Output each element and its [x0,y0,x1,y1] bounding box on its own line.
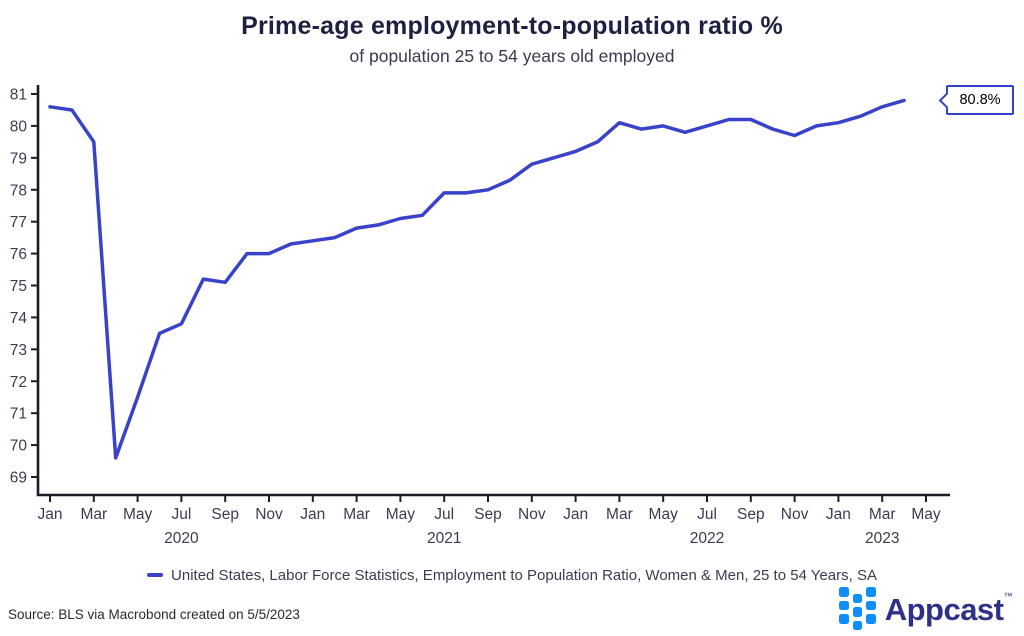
y-tick-label: 78 [10,182,27,199]
x-tick-label: Sep [737,506,765,523]
legend: United States, Labor Force Statistics, E… [0,564,1024,586]
y-tick-label: 79 [10,150,27,167]
trademark-symbol: ™ [1003,591,1013,601]
logo-square [866,600,876,610]
logo-square [839,614,849,624]
appcast-squares-icon [839,587,876,633]
x-tick-label: May [386,506,416,523]
appcast-wordmark: Appcast™ [884,587,1013,633]
y-tick-label: 72 [10,374,27,391]
series-line-marker-icon [147,573,164,577]
last-value-callout: 80.8% [938,85,1014,115]
x-tick-label: Sep [211,506,239,523]
source-note: Source: BLS via Macrobond created on 5/5… [8,607,300,622]
x-year-label: 2023 [865,530,899,547]
x-tick-label: Nov [518,506,546,523]
y-tick-label: 69 [10,470,27,487]
logo-square [839,587,849,597]
y-tick-label: 73 [10,342,27,359]
x-tick-label: Nov [255,506,283,523]
logo-square [852,607,863,617]
x-tick-label: Jul [697,506,717,523]
y-tick-label: 75 [10,278,27,295]
x-year-label: 2021 [427,530,461,547]
epop-line-chart: 69 70 71 72 73 74 75 76 77 78 79 80 81 Jan Mar May Jul Se… [10,85,950,547]
appcast-logo: Appcast™ [839,587,1012,633]
logo-square [839,600,849,610]
y-tick-label: 80 [10,118,28,135]
y-tick-label: 71 [10,406,27,423]
logo-square [866,587,876,597]
y-tick-label: 70 [10,438,28,455]
x-tick-label: Sep [474,506,502,523]
x-tick-label: Mar [606,506,633,523]
x-tick-label: Jan [300,506,325,523]
y-tick-label: 77 [10,214,27,231]
x-tick-label: Nov [781,506,809,523]
x-tick-label: Jul [171,506,191,523]
y-tick-label: 81 [10,87,27,104]
logo-column-left [839,587,849,633]
x-tick-label: May [649,506,679,523]
x-tick-label: Mar [343,506,370,523]
x-tick-label: May [123,506,153,523]
page-title: Prime-age employment-to-population ratio… [241,12,783,40]
x-year-label: 2022 [690,530,724,547]
x-tick-label: Jan [563,506,588,523]
logo-square [866,614,876,624]
x-year-label: 2020 [164,530,199,547]
data-series-line [48,98,906,460]
logo-column-middle [852,593,863,634]
y-tick-label: 76 [10,246,27,263]
y-tick-label: 74 [10,310,28,327]
x-tick-label: May [911,506,941,523]
x-tick-label: Mar [869,506,896,523]
x-tick-label: Mar [80,506,107,523]
callout-value: 80.8% [959,92,1001,108]
logo-square [852,593,863,603]
axis-lines [36,85,950,497]
x-tick-label: Jul [434,506,454,523]
logo-column-right [866,587,876,633]
series-legend-label: United States, Labor Force Statistics, E… [171,566,877,584]
appcast-wordmark-text: Appcast [884,592,1004,627]
page-subtitle: of population 25 to 54 years old employe… [349,46,675,66]
x-tick-label: Jan [826,506,851,523]
x-tick-label: Jan [38,506,63,523]
logo-square [852,620,863,630]
